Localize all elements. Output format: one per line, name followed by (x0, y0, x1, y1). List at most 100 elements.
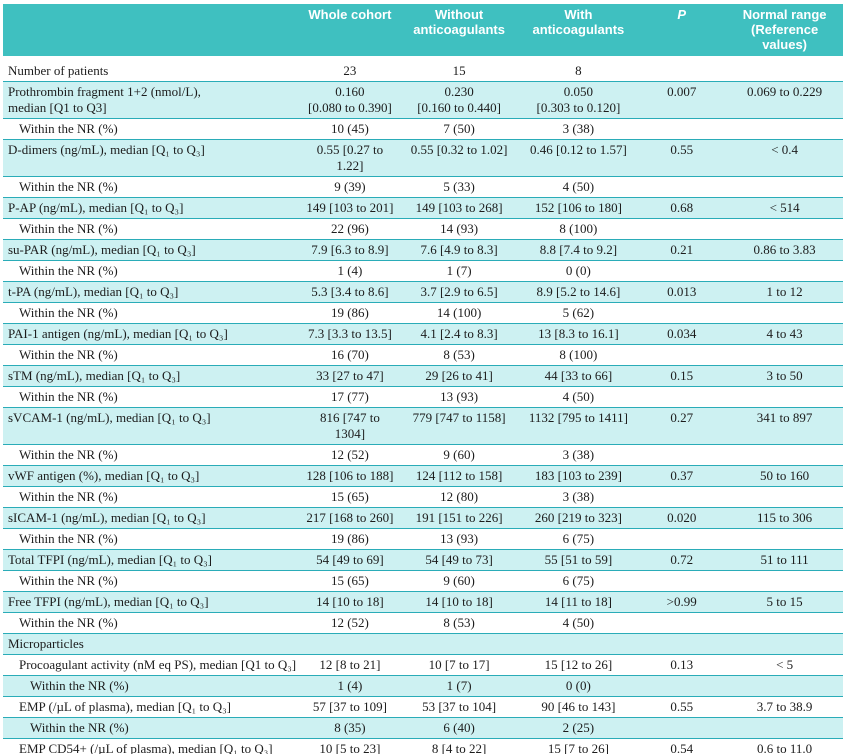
without-anticoagulants-cell: 8 (53) (443, 615, 475, 630)
table-body: Number of patients 23 15 8 Prothrombin fragm… (3, 56, 843, 754)
normal-range-cell (726, 177, 843, 198)
with-anticoagulants-cell: 14 [11 to 18] (519, 591, 638, 613)
section-row: Microparticles (3, 633, 843, 655)
without-anticoagulants-cell: 7.6 [4.9 to 8.3] (398, 239, 520, 261)
table-row: D-dimers (ng/mL), median [Q₁ to Q₃] 0.55 … (3, 139, 843, 177)
without-anticoagulants-cell: 6 (40) (398, 717, 520, 739)
p-value-cell: 0.37 (637, 465, 727, 487)
with-anticoagulants-cell (519, 633, 638, 655)
without-anticoagulants-cell: 13 (93) (440, 389, 479, 404)
p-value-cell (637, 56, 726, 82)
with-anticoagulants-cell: 15 [7 to 26] (547, 741, 609, 754)
table-row: P-AP (ng/mL), median [Q₁ to Q₃] 149 [103 … (3, 197, 843, 219)
p-value-cell: 0.21 (637, 239, 727, 261)
col-header-without-anticoagulants: Without anticoagulants (398, 4, 520, 56)
without-anticoagulants-cell: 4.1 [2.4 to 8.3] (398, 323, 520, 345)
normal-range-cell (726, 387, 843, 408)
row-label: sICAM-1 (ng/mL), median [Q₁ to Q₃] (3, 507, 302, 529)
table-row: Within the NR (%) 1 (4) 1 (7) 0 (0) (3, 675, 843, 697)
whole-cohort-cell: 128 [106 to 188] (301, 465, 399, 487)
with-anticoagulants-cell: 0 (0) (519, 675, 638, 697)
whole-cohort-cell: 12 [8 to 21] (319, 657, 381, 672)
without-anticoagulants-cell: 5 (33) (443, 179, 475, 194)
with-anticoagulants-cell: 8 (100) (559, 221, 598, 236)
p-value-cell: 0.034 (637, 323, 727, 345)
normal-range-cell: 1 to 12 (726, 281, 843, 303)
row-label: Free TFPI (ng/mL), median [Q₁ to Q₃] (3, 591, 302, 613)
whole-cohort-cell: 9 (39) (334, 179, 366, 194)
whole-cohort-cell: 54 [49 to 69] (301, 549, 399, 571)
row-label: EMP CD54+ (/µL of plasma), median [Q₁ to… (19, 741, 273, 754)
with-anticoagulants-cell: 2 (25) (519, 717, 638, 739)
row-label: sTM (ng/mL), median [Q₁ to Q₃] (3, 365, 302, 387)
without-anticoagulants-cell: 779 [747 to 1158] (398, 407, 520, 445)
table-row: Number of patients 23 15 8 (3, 56, 843, 82)
whole-cohort-cell: 8 (35) (301, 717, 399, 739)
without-anticoagulants-cell: 14 [10 to 18] (398, 591, 520, 613)
without-anticoagulants-cell: 14 (93) (440, 221, 479, 236)
normal-range-cell (726, 613, 843, 634)
p-value-cell (637, 119, 726, 140)
with-anticoagulants-cell: 6 (75) (562, 573, 595, 588)
normal-range-cell (726, 487, 843, 508)
table-row: vWF antigen (%), median [Q₁ to Q₃] 128 [1… (3, 465, 843, 487)
with-anticoagulants-cell: 3 (38) (562, 447, 595, 462)
with-anticoagulants-cell: 5 (62) (562, 305, 595, 320)
table-row: sTM (ng/mL), median [Q₁ to Q₃] 33 [27 to … (3, 365, 843, 387)
table-row: su-PAR (ng/mL), median [Q₁ to Q₃] 7.9 [6.… (3, 239, 843, 261)
whole-cohort-cell: 1 (4) (337, 263, 363, 278)
with-anticoagulants-cell: 13 [8.3 to 16.1] (519, 323, 638, 345)
with-anticoagulants-cell: 183 [103 to 239] (519, 465, 638, 487)
normal-range-cell (726, 633, 843, 655)
normal-range-cell: 0.6 to 11.0 (757, 741, 813, 754)
normal-range-cell: 51 to 111 (726, 549, 843, 571)
p-value-cell (637, 613, 726, 634)
p-value-cell: 0.54 (670, 741, 694, 754)
row-label: Within the NR (%) (19, 531, 118, 546)
p-value-cell (637, 345, 726, 366)
row-label: Procoagulant activity (nM eq PS), median… (19, 657, 297, 672)
without-anticoagulants-cell: 124 [112 to 158] (398, 465, 520, 487)
without-anticoagulants-cell: 1 (7) (398, 675, 520, 697)
table-row: Within the NR (%) 19 (86) 13 (93) 6 (75) (3, 529, 843, 550)
normal-range-cell: 0.86 to 3.83 (726, 239, 843, 261)
normal-range-cell: 0.069 to 0.229 (726, 81, 843, 119)
p-value-cell (637, 675, 727, 697)
whole-cohort-cell: 5.3 [3.4 to 8.6] (301, 281, 399, 303)
table-header: Whole cohort Without anticoagulants With… (3, 4, 843, 56)
section-label: Microparticles (3, 633, 302, 655)
normal-range-cell: < 5 (776, 657, 794, 672)
p-value-cell (637, 445, 726, 466)
whole-cohort-cell: 7.3 [3.3 to 13.5] (301, 323, 399, 345)
table-row: Within the NR (%) 17 (77) 13 (93) 4 (50) (3, 387, 843, 408)
table-row: EMP CD54+ (/µL of plasma), median [Q₁ to… (3, 739, 843, 754)
normal-range-cell (726, 261, 843, 282)
table-row: Within the NR (%) 12 (52) 9 (60) 3 (38) (3, 445, 843, 466)
table-row: Total TFPI (ng/mL), median [Q₁ to Q₃] 54 … (3, 549, 843, 571)
without-anticoagulants-cell: 29 [26 to 41] (398, 365, 520, 387)
with-anticoagulants-cell: 8.9 [5.2 to 14.6] (519, 281, 638, 303)
table-row: EMP (/µL of plasma), median [Q₁ to Q₃] 57… (3, 697, 843, 718)
whole-cohort-cell: 15 (65) (330, 489, 369, 504)
row-label: Within the NR (%) (19, 615, 118, 630)
whole-cohort-cell: 12 (52) (330, 447, 369, 462)
p-value-cell: 0.72 (637, 549, 727, 571)
row-label: Within the NR (%) (19, 305, 118, 320)
normal-range-cell: 50 to 160 (726, 465, 843, 487)
p-value-cell (637, 487, 726, 508)
normal-range-cell: < 514 (726, 197, 843, 219)
normal-range-cell: 5 to 15 (726, 591, 843, 613)
row-label: sVCAM-1 (ng/mL), median [Q₁ to Q₃] (3, 407, 302, 445)
normal-range-cell (726, 445, 843, 466)
table-row: Within the NR (%) 15 (65) 12 (80) 3 (38) (3, 487, 843, 508)
table-row: t-PA (ng/mL), median [Q₁ to Q₃] 5.3 [3.4 … (3, 281, 843, 303)
row-label: Within the NR (%) (19, 221, 118, 236)
row-label: P-AP (ng/mL), median [Q₁ to Q₃] (3, 197, 302, 219)
row-label: Within the NR (%) (19, 489, 118, 504)
normal-range-cell: 115 to 306 (726, 507, 843, 529)
col-header-normal-range: Normal range (Reference values) (726, 4, 843, 56)
without-anticoagulants-cell: 191 [151 to 226] (398, 507, 520, 529)
with-anticoagulants-cell: 8 (575, 63, 582, 78)
without-anticoagulants-cell: 9 (60) (443, 447, 475, 462)
